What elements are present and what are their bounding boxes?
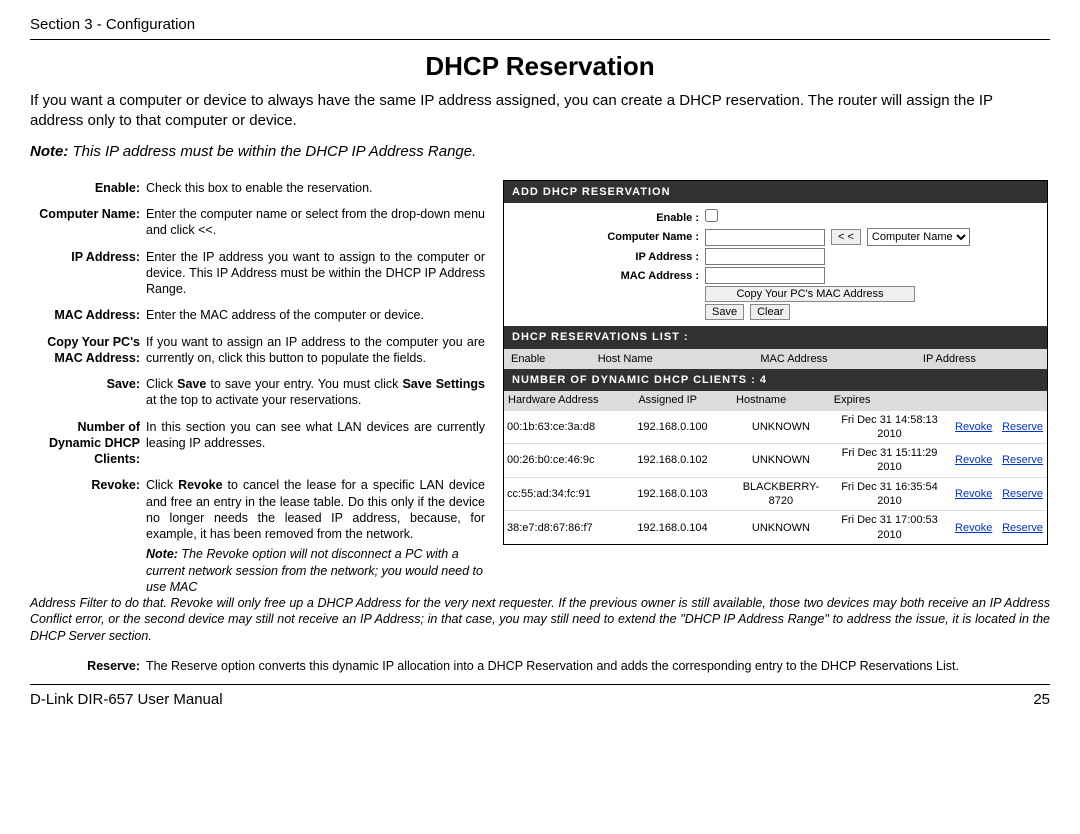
- client-row: 00:26:b0:ce:46:9c192.168.0.102UNKNOWNFri…: [504, 444, 1047, 478]
- def-desc: Check this box to enable the reservation…: [146, 180, 485, 196]
- footer-right: 25: [1033, 690, 1050, 710]
- reserve-link[interactable]: Reserve: [1002, 488, 1043, 500]
- computer-name-select[interactable]: Computer Name: [867, 228, 970, 246]
- reserve-desc: The Reserve option converts this dynamic…: [146, 658, 1050, 674]
- col-hostname: Hostname: [732, 391, 830, 410]
- computer-label: Computer Name :: [510, 230, 705, 244]
- section-header: Section 3 - Configuration: [30, 15, 1050, 40]
- clients-table: Hardware Address Assigned IP Hostname Ex…: [504, 391, 1047, 544]
- def-term: Computer Name:: [30, 206, 140, 239]
- cell-hw: cc:55:ad:34:fc:91: [504, 477, 634, 511]
- mac-label: MAC Address :: [510, 269, 705, 283]
- col-assigned-ip: Assigned IP: [634, 391, 732, 410]
- copy-mac-button[interactable]: Copy Your PC's MAC Address: [705, 286, 915, 302]
- def-term: Revoke:: [30, 477, 140, 542]
- revoke-link[interactable]: Revoke: [955, 454, 992, 466]
- definitions-column: Enable: Check this box to enable the rese…: [30, 180, 485, 595]
- def-term: Number of Dynamic DHCP Clients:: [30, 419, 140, 468]
- mac-input[interactable]: [705, 267, 825, 284]
- address-filter-note: Address Filter to do that. Revoke will o…: [30, 595, 1050, 644]
- note-top: Note: This IP address must be within the…: [30, 142, 1050, 162]
- cell-ip: 192.168.0.104: [634, 511, 732, 544]
- def-term: Save:: [30, 376, 140, 409]
- reservations-list-header: DHCP RESERVATIONS LIST :: [504, 326, 1047, 348]
- intro-paragraph: If you want a computer or device to alwa…: [30, 91, 1050, 130]
- def-term: IP Address:: [30, 249, 140, 298]
- revoke-note-label: Note:: [146, 547, 178, 561]
- def-desc: Enter the MAC address of the computer or…: [146, 307, 485, 323]
- def-desc: Enter the IP address you want to assign …: [146, 249, 485, 298]
- ip-label: IP Address :: [510, 250, 705, 264]
- cell-host: UNKNOWN: [732, 511, 830, 544]
- def-desc: Enter the computer name or select from t…: [146, 206, 485, 239]
- def-desc: In this section you can see what LAN dev…: [146, 419, 485, 468]
- clear-button[interactable]: Clear: [750, 304, 790, 320]
- col-hw: Hardware Address: [504, 391, 634, 410]
- enable-checkbox[interactable]: [705, 209, 718, 222]
- add-dhcp-header: ADD DHCP RESERVATION: [504, 181, 1047, 203]
- client-row: 00:1b:63:ce:3a:d8192.168.0.100UNKNOWNFri…: [504, 410, 1047, 444]
- save-button[interactable]: Save: [705, 304, 744, 320]
- computer-name-input[interactable]: [705, 229, 825, 246]
- def-desc: If you want to assign an IP address to t…: [146, 334, 485, 367]
- revoke-link[interactable]: Revoke: [955, 522, 992, 534]
- def-term: Enable:: [30, 180, 140, 196]
- def-term: Copy Your PC's MAC Address:: [30, 334, 140, 367]
- reserve-link[interactable]: Reserve: [1002, 454, 1043, 466]
- cell-exp: Fri Dec 31 15:11:292010: [830, 444, 949, 478]
- cell-ip: 192.168.0.103: [634, 477, 732, 511]
- ip-input[interactable]: [705, 248, 825, 265]
- cell-ip: 192.168.0.100: [634, 410, 732, 444]
- reserve-link[interactable]: Reserve: [1002, 522, 1043, 534]
- client-row: 38:e7:d8:67:86:f7192.168.0.104UNKNOWNFri…: [504, 511, 1047, 544]
- revoke-note-left: The Revoke option will not disconnect a …: [146, 547, 483, 594]
- note-label: Note:: [30, 143, 68, 160]
- page-title: DHCP Reservation: [30, 50, 1050, 84]
- reserve-term: Reserve:: [30, 658, 140, 674]
- cell-hw: 00:1b:63:ce:3a:d8: [504, 410, 634, 444]
- col-enable: Enable: [505, 349, 592, 368]
- def-desc: Click Revoke to cancel the lease for a s…: [146, 477, 485, 542]
- back-button[interactable]: < <: [831, 229, 861, 245]
- col-expires: Expires: [830, 391, 949, 410]
- reserve-definition: Reserve: The Reserve option converts thi…: [0, 658, 1050, 674]
- cell-exp: Fri Dec 31 17:00:532010: [830, 511, 949, 544]
- revoke-link[interactable]: Revoke: [955, 421, 992, 433]
- reserve-link[interactable]: Reserve: [1002, 421, 1043, 433]
- router-ui-screenshot: ADD DHCP RESERVATION Enable : Computer N…: [503, 180, 1048, 545]
- client-row: cc:55:ad:34:fc:91192.168.0.103BLACKBERRY…: [504, 477, 1047, 511]
- col-ip: IP Address: [916, 349, 1046, 368]
- footer-left: D-Link DIR-657 User Manual: [30, 690, 223, 710]
- cell-hw: 00:26:b0:ce:46:9c: [504, 444, 634, 478]
- cell-host: BLACKBERRY-8720: [732, 477, 830, 511]
- cell-host: UNKNOWN: [732, 410, 830, 444]
- cell-hw: 38:e7:d8:67:86:f7: [504, 511, 634, 544]
- dynamic-clients-header: NUMBER OF DYNAMIC DHCP CLIENTS : 4: [504, 369, 1047, 391]
- cell-ip: 192.168.0.102: [634, 444, 732, 478]
- revoke-link[interactable]: Revoke: [955, 488, 992, 500]
- cell-exp: Fri Dec 31 16:35:542010: [830, 477, 949, 511]
- reservations-list-table: Enable Host Name MAC Address IP Address: [504, 349, 1047, 369]
- col-host: Host Name: [591, 349, 754, 368]
- def-desc: Click Save to save your entry. You must …: [146, 376, 485, 409]
- col-mac: MAC Address: [754, 349, 917, 368]
- def-term: MAC Address:: [30, 307, 140, 323]
- note-body: This IP address must be within the DHCP …: [68, 143, 476, 160]
- cell-host: UNKNOWN: [732, 444, 830, 478]
- cell-exp: Fri Dec 31 14:58:132010: [830, 410, 949, 444]
- enable-label: Enable :: [510, 211, 705, 225]
